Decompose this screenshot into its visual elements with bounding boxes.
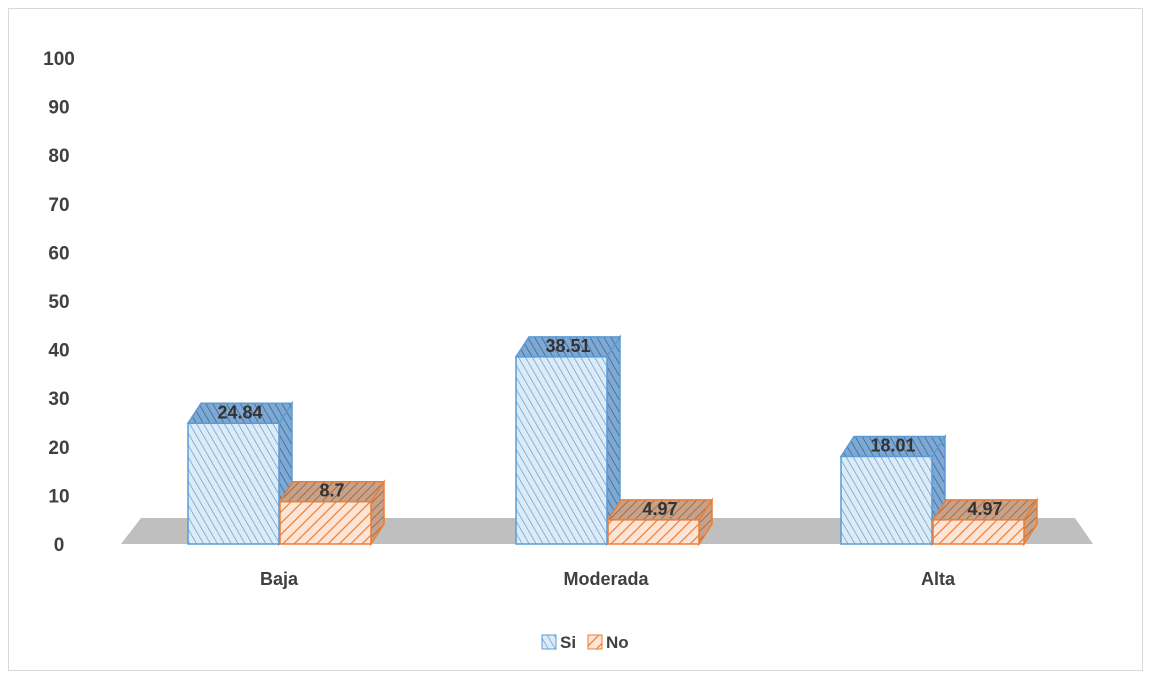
legend-label-si: Si: [560, 633, 576, 652]
legend-label-no: No: [606, 633, 629, 652]
y-tick-label: 10: [48, 486, 69, 507]
y-tick-label: 30: [48, 389, 69, 410]
x-category-label: Baja: [260, 569, 299, 589]
bar-si-baja: [186, 400, 294, 547]
y-tick-label: 70: [48, 195, 69, 216]
legend: Si No: [541, 633, 629, 652]
data-label-si-moderada: 38.51: [545, 336, 590, 356]
data-label-si-baja: 24.84: [217, 402, 262, 422]
bar-si-moderada: [514, 334, 622, 547]
bar-no-alta: [931, 497, 1039, 547]
y-axis: 0 10 20 30 40 50 60 70 80 90 100: [43, 49, 75, 556]
x-axis: Baja Moderada Alta: [260, 569, 956, 589]
y-tick-label: 50: [48, 292, 69, 313]
data-label-si-alta: 18.01: [870, 435, 915, 455]
x-category-label: Alta: [921, 569, 956, 589]
y-tick-label: 80: [48, 146, 69, 167]
y-tick-label: 90: [48, 98, 69, 119]
x-category-label: Moderada: [563, 569, 649, 589]
bar-no-baja: [278, 479, 386, 547]
y-tick-label: 100: [43, 49, 75, 70]
data-label-no-baja: 8.7: [319, 481, 344, 501]
bar-no-moderada: [606, 497, 714, 547]
y-tick-label: 0: [54, 535, 65, 556]
y-tick-label: 40: [48, 341, 69, 362]
data-label-no-alta: 4.97: [967, 499, 1002, 519]
data-label-no-moderada: 4.97: [642, 499, 677, 519]
legend-swatch-no: [587, 634, 603, 650]
y-tick-label: 20: [48, 438, 69, 459]
legend-swatch-si: [541, 634, 557, 650]
bars-group: 24.84 8.7 38.51 4.97 18.01 4.97: [186, 334, 1039, 547]
y-tick-label: 60: [48, 243, 69, 264]
bar-si-alta: [839, 433, 947, 547]
